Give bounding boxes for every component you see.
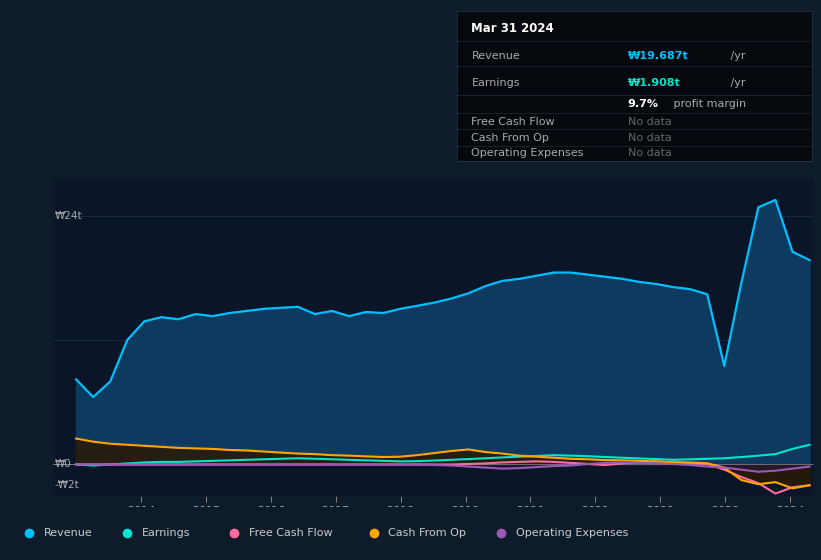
Text: Cash From Op: Cash From Op [388, 529, 466, 538]
Text: No data: No data [627, 133, 672, 143]
Text: Operating Expenses: Operating Expenses [516, 529, 628, 538]
Text: ₩0: ₩0 [55, 459, 71, 469]
Text: ₩19.687t: ₩19.687t [627, 50, 688, 60]
Text: Free Cash Flow: Free Cash Flow [471, 116, 555, 127]
Text: ₩24t: ₩24t [55, 211, 82, 221]
Text: Revenue: Revenue [44, 529, 92, 538]
Text: No data: No data [627, 148, 672, 158]
Text: /yr: /yr [727, 78, 745, 88]
Text: ₩1.908t: ₩1.908t [627, 78, 681, 88]
Text: Earnings: Earnings [471, 78, 520, 88]
Text: Revenue: Revenue [471, 50, 521, 60]
Text: Mar 31 2024: Mar 31 2024 [471, 22, 554, 35]
Text: No data: No data [627, 116, 672, 127]
Text: profit margin: profit margin [670, 99, 746, 109]
Text: /yr: /yr [727, 50, 745, 60]
Text: Cash From Op: Cash From Op [471, 133, 549, 143]
Text: -₩2t: -₩2t [55, 480, 80, 490]
Text: 9.7%: 9.7% [627, 99, 658, 109]
Text: Operating Expenses: Operating Expenses [471, 148, 584, 158]
Text: Earnings: Earnings [142, 529, 190, 538]
Text: Free Cash Flow: Free Cash Flow [249, 529, 333, 538]
